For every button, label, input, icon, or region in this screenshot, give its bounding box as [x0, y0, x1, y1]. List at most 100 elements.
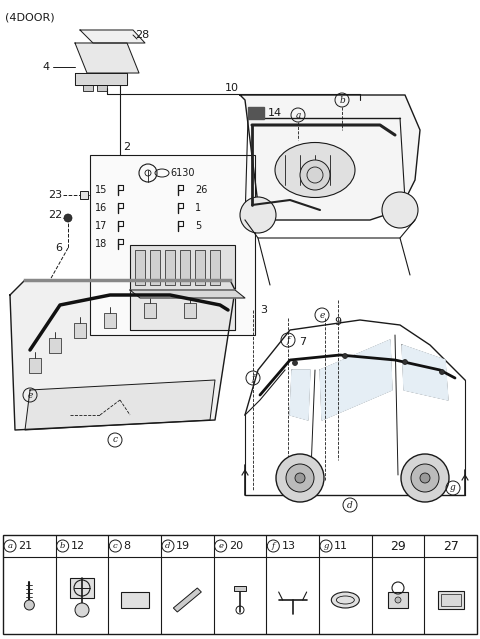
Circle shape: [343, 353, 348, 358]
Text: f: f: [286, 335, 290, 344]
Bar: [104, 313, 116, 328]
Ellipse shape: [331, 592, 360, 608]
Text: 15: 15: [95, 185, 108, 195]
Circle shape: [240, 197, 276, 233]
Bar: [150, 250, 160, 285]
Bar: [234, 586, 246, 591]
Polygon shape: [248, 107, 264, 119]
Text: 6130: 6130: [170, 168, 194, 178]
Text: 5: 5: [195, 221, 201, 231]
Circle shape: [401, 454, 449, 502]
Text: b: b: [339, 95, 345, 105]
Text: 1: 1: [195, 203, 201, 213]
Bar: [80, 191, 88, 199]
Text: 12: 12: [71, 541, 85, 551]
Text: 10: 10: [225, 83, 239, 93]
Circle shape: [411, 464, 439, 492]
Bar: [135, 250, 145, 285]
Bar: [210, 250, 220, 285]
Circle shape: [286, 464, 314, 492]
Text: a: a: [8, 542, 12, 550]
Circle shape: [295, 473, 305, 483]
Circle shape: [292, 360, 298, 366]
Polygon shape: [10, 280, 235, 430]
Polygon shape: [75, 73, 127, 85]
Text: e: e: [218, 542, 223, 550]
Text: 19: 19: [176, 541, 190, 551]
Polygon shape: [320, 340, 392, 420]
Text: 9: 9: [335, 317, 342, 327]
Text: e: e: [319, 311, 324, 320]
Text: 22: 22: [48, 210, 62, 220]
Bar: [144, 303, 156, 318]
Bar: [29, 358, 41, 373]
Ellipse shape: [275, 142, 355, 197]
Circle shape: [382, 192, 418, 228]
Polygon shape: [290, 370, 310, 420]
Circle shape: [300, 160, 330, 190]
Text: d: d: [165, 542, 171, 550]
Text: 6: 6: [55, 243, 62, 253]
Circle shape: [64, 214, 72, 222]
Bar: [90, 155, 255, 335]
Circle shape: [420, 473, 430, 483]
Polygon shape: [130, 290, 235, 330]
Text: 2: 2: [123, 142, 130, 152]
Bar: [49, 338, 61, 353]
Bar: [441, 594, 461, 606]
Circle shape: [440, 369, 444, 374]
Text: (4DOOR): (4DOOR): [5, 12, 55, 22]
Text: 8: 8: [123, 541, 131, 551]
Text: a: a: [295, 111, 300, 119]
Circle shape: [276, 454, 324, 502]
Text: c: c: [112, 436, 118, 445]
Text: 18: 18: [95, 239, 107, 249]
Polygon shape: [75, 43, 139, 73]
Bar: [97, 85, 107, 91]
Text: 14: 14: [268, 108, 282, 118]
Bar: [438, 591, 464, 609]
Polygon shape: [80, 30, 145, 43]
Text: 29: 29: [390, 539, 406, 553]
Text: 16: 16: [95, 203, 107, 213]
Polygon shape: [402, 345, 448, 400]
Bar: [130, 245, 235, 290]
Text: 26: 26: [195, 185, 207, 195]
Bar: [3, 535, 477, 634]
Text: f: f: [252, 374, 255, 383]
Bar: [388, 592, 408, 608]
Text: 11: 11: [334, 541, 348, 551]
Bar: [195, 250, 205, 285]
Text: 28: 28: [135, 30, 149, 40]
Text: 7: 7: [300, 337, 307, 347]
Bar: [165, 250, 175, 285]
Text: g: g: [324, 542, 329, 550]
Bar: [184, 303, 196, 318]
Circle shape: [24, 600, 35, 610]
Text: 21: 21: [18, 541, 32, 551]
Bar: [83, 85, 93, 91]
Bar: [180, 250, 190, 285]
Text: 17: 17: [95, 221, 108, 231]
Bar: [120, 592, 149, 608]
Text: 20: 20: [228, 541, 243, 551]
Polygon shape: [25, 380, 215, 430]
Bar: [74, 323, 86, 338]
Text: e: e: [27, 390, 33, 399]
Text: f: f: [272, 542, 275, 550]
Polygon shape: [240, 95, 420, 220]
Circle shape: [75, 603, 89, 617]
Text: 4: 4: [42, 62, 49, 72]
Text: 13: 13: [281, 541, 295, 551]
Text: c: c: [113, 542, 118, 550]
Text: 27: 27: [443, 539, 458, 553]
Text: 3: 3: [260, 305, 267, 315]
Text: b: b: [60, 542, 65, 550]
Text: 23: 23: [48, 190, 62, 200]
Text: d: d: [347, 500, 353, 509]
Circle shape: [395, 597, 401, 603]
Text: g: g: [450, 484, 456, 493]
Bar: [70, 578, 94, 598]
Polygon shape: [173, 588, 201, 612]
Circle shape: [403, 360, 408, 364]
